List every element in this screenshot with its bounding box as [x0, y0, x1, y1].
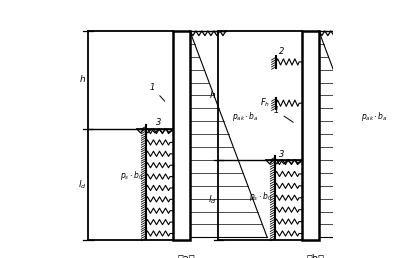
- Text: 1: 1: [150, 83, 165, 101]
- Bar: [302, 31, 319, 240]
- Text: h: h: [79, 76, 85, 84]
- Text: h: h: [210, 91, 215, 100]
- Text: $p_{ak}\cdot b_{a}$: $p_{ak}\cdot b_{a}$: [361, 110, 388, 123]
- Text: 2: 2: [279, 47, 284, 56]
- Text: $p_{ak}\cdot b_{a}$: $p_{ak}\cdot b_{a}$: [233, 110, 259, 123]
- Text: 1: 1: [273, 107, 293, 122]
- Text: $l_d$: $l_d$: [208, 194, 217, 206]
- Text: 3: 3: [156, 118, 162, 127]
- Text: 3: 3: [279, 150, 284, 159]
- Text: $F_h$: $F_h$: [259, 97, 270, 109]
- Text: $l_d$: $l_d$: [78, 178, 86, 191]
- Text: $p_s\cdot b_0$: $p_s\cdot b_0$: [249, 190, 273, 203]
- Bar: [173, 31, 190, 240]
- Text: （b）: （b）: [306, 253, 325, 258]
- Text: $p_s\cdot b_0$: $p_s\cdot b_0$: [120, 169, 143, 182]
- Text: （a）: （a）: [178, 253, 195, 258]
